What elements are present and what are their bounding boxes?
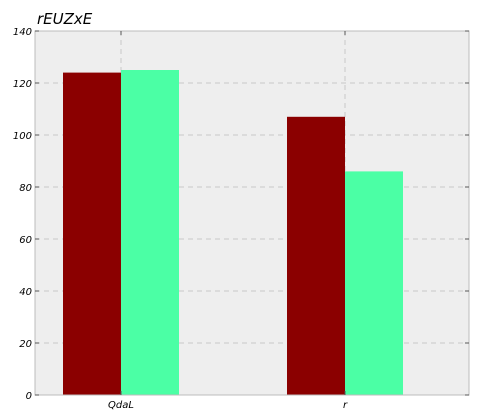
bar-series2-r	[345, 171, 403, 395]
bar-series1-r	[287, 116, 345, 396]
plot-frame	[34, 30, 470, 396]
y-tick-label: 120	[13, 79, 32, 90]
y-tick-label: 60	[19, 235, 32, 246]
bar-series2-QdaL	[121, 70, 179, 395]
y-tick-label: 80	[19, 183, 32, 194]
x-axis-labels: QdaL r	[108, 400, 348, 411]
y-axis-labels: 0 20 40 60 80 100 120 140	[13, 27, 32, 402]
tick-marks	[35, 30, 469, 396]
x-tick-label: QdaL	[108, 400, 134, 411]
y-tick-label: 100	[13, 131, 32, 142]
y-tick-label: 0	[26, 391, 32, 402]
bars	[63, 70, 403, 396]
y-tick-label: 140	[13, 27, 32, 38]
x-tick-label: r	[343, 400, 348, 411]
y-tick-label: 40	[19, 287, 32, 298]
y-tick-label: 20	[19, 339, 32, 350]
bar-series1-QdaL	[63, 72, 121, 395]
chart-title: rEUZxE	[37, 10, 93, 28]
